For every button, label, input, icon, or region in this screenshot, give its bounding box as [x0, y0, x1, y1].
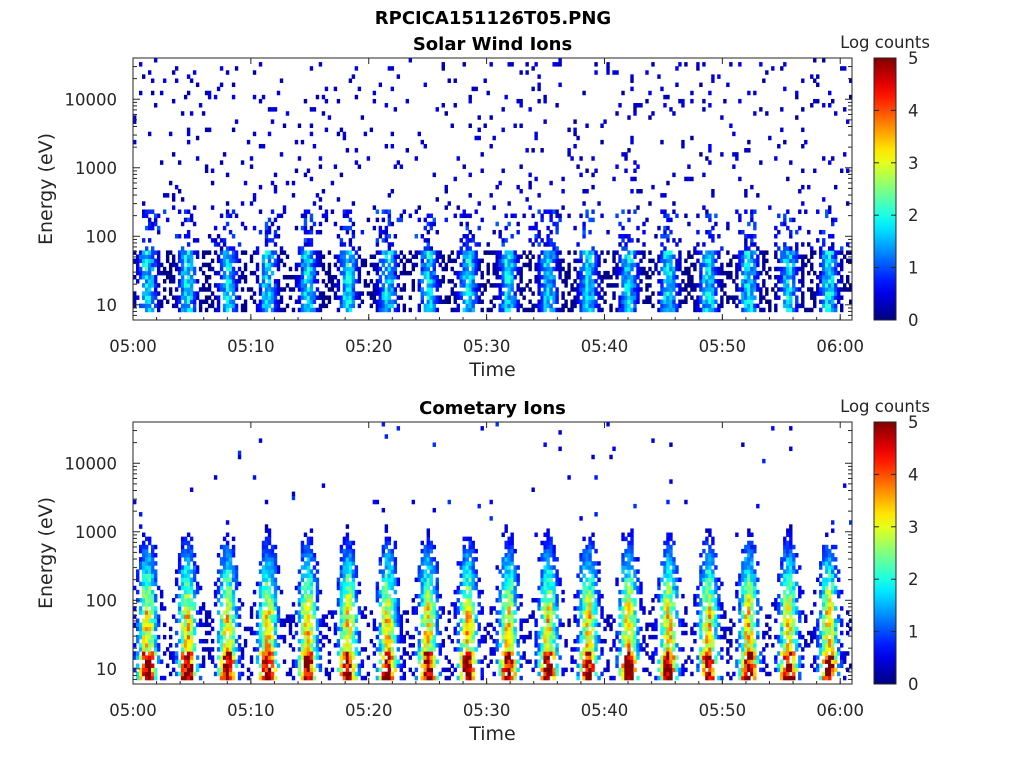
colorbar [874, 58, 896, 320]
x-tick-label: 05:50 [699, 701, 747, 720]
panel-title: Solar Wind Ions [413, 34, 572, 55]
solar-wind-ions-panel: 05:00 05:10 05:20 05:30 05:40 05:50 06:0010100… [35, 33, 930, 381]
colorbar-tick-label: 4 [908, 101, 919, 120]
x-tick-label: 05:00 [109, 337, 157, 356]
colorbar-tick-label: 4 [908, 465, 919, 484]
colorbar-tick-label: 3 [908, 154, 919, 173]
y-tick-label: 100 [86, 227, 118, 246]
x-tick-label: 05:20 [345, 337, 393, 356]
y-tick-label: 1000 [75, 523, 117, 542]
colorbar-tick-label: 5 [908, 49, 919, 68]
y-tick-label: 10000 [65, 90, 118, 109]
axes-frame [132, 57, 853, 321]
panel-title: Cometary Ions [419, 398, 566, 419]
y-tick-label: 100 [86, 591, 118, 610]
spectrogram-cells [133, 58, 853, 313]
x-tick-label: 05:20 [345, 701, 393, 720]
y-tick-label: 10000 [65, 454, 118, 473]
x-axis-label: Time [468, 359, 516, 381]
spectrogram-cells [133, 422, 853, 681]
x-tick-label: 05:40 [581, 701, 629, 720]
x-axis-label: Time [468, 723, 516, 745]
y-tick-label: 10 [96, 660, 117, 679]
cometary-ions-panel: 05:00 05:10 05:20 05:30 05:40 05:50 06:0010100… [35, 397, 930, 745]
y-tick-label: 1000 [75, 159, 117, 178]
x-tick-label: 06:00 [816, 701, 864, 720]
x-tick-label: 05:50 [699, 337, 747, 356]
x-tick-label: 05:30 [463, 701, 511, 720]
colorbar-tick-label: 1 [908, 259, 919, 278]
colorbar-tick-label: 1 [908, 623, 919, 642]
colorbar-tick-label: 0 [908, 675, 919, 694]
axes-frame [132, 421, 853, 685]
x-tick-label: 05:40 [581, 337, 629, 356]
colorbar-label: Log counts [840, 397, 930, 416]
colorbar-tick-label: 2 [908, 570, 919, 589]
x-tick-label: 05:30 [463, 337, 511, 356]
x-tick-label: 05:00 [109, 701, 157, 720]
y-axis-label: Energy (eV) [35, 133, 57, 245]
colorbar-tick-label: 2 [908, 206, 919, 225]
colorbar-frame [873, 421, 897, 685]
colorbar-label: Log counts [840, 33, 930, 52]
x-tick-label: 05:10 [227, 337, 275, 356]
figure-title: RPCICA151126T05.PNG [375, 8, 611, 29]
y-tick-label: 10 [96, 296, 117, 315]
x-tick-label: 06:00 [816, 337, 864, 356]
y-axis-label: Energy (eV) [35, 497, 57, 609]
colorbar-tick-label: 3 [908, 518, 919, 537]
colorbar [874, 422, 896, 684]
colorbar-frame [873, 57, 897, 321]
x-tick-label: 05:10 [227, 701, 275, 720]
colorbar-tick-label: 5 [908, 413, 919, 432]
colorbar-tick-label: 0 [908, 311, 919, 330]
